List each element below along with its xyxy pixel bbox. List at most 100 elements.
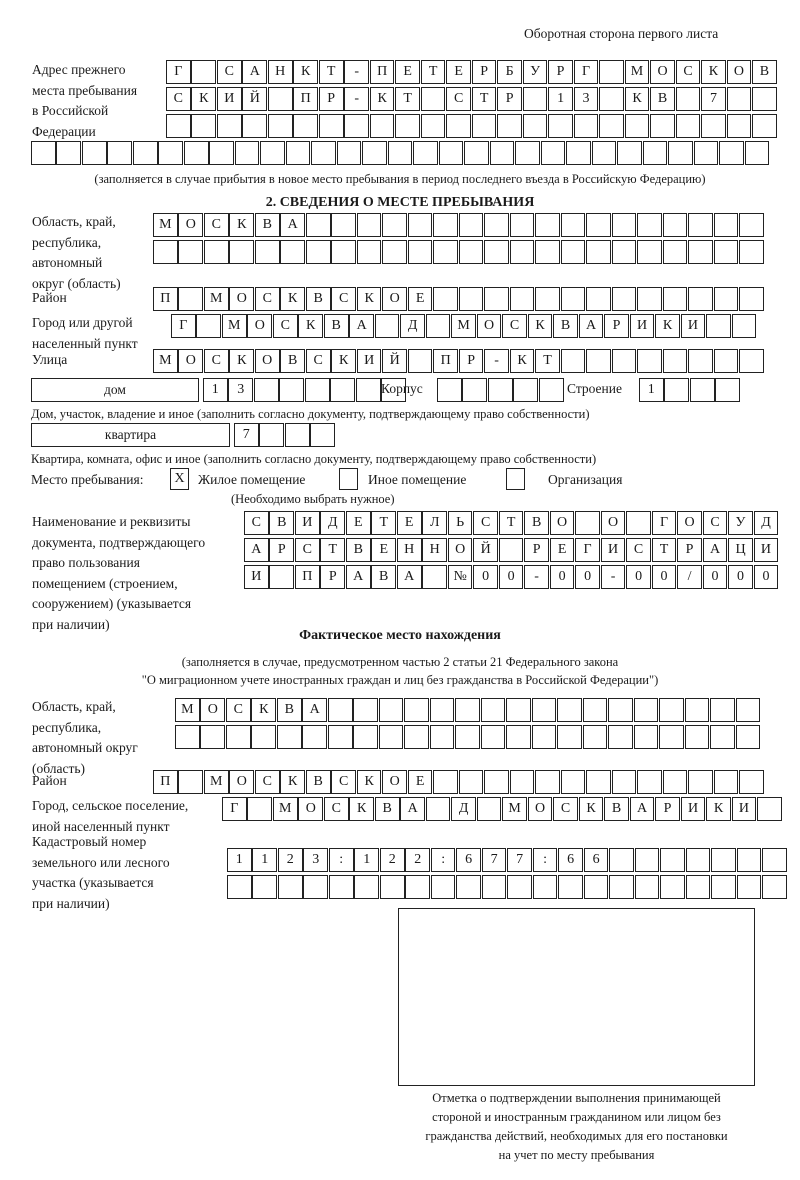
actual-city-cell[interactable]: Р [655, 797, 680, 821]
actual-region-cell[interactable] [302, 725, 328, 749]
actual-city-cell[interactable]: К [578, 797, 604, 821]
cadastral-cell[interactable] [583, 875, 609, 899]
prev-address-cell[interactable] [726, 87, 752, 111]
actual-region-cell[interactable] [608, 698, 633, 722]
prev-address-cell[interactable]: Е [395, 60, 420, 84]
document-details-cell[interactable]: О [549, 511, 575, 535]
prev-address-cell[interactable]: Т [395, 87, 420, 111]
prev-address-row-4[interactable] [31, 141, 770, 165]
cadastral-cell[interactable]: 6 [456, 848, 481, 872]
actual-region-cell[interactable]: О [200, 698, 226, 722]
stay-region-cell[interactable]: С [203, 213, 229, 237]
actual-region-cell[interactable]: М [175, 698, 200, 722]
stay-street-cell[interactable] [637, 349, 662, 373]
house-number-cell[interactable] [355, 378, 381, 402]
cadastral-cell[interactable]: 6 [583, 848, 609, 872]
stay-city-cell[interactable]: Р [604, 314, 629, 338]
stay-street-cell[interactable]: С [305, 349, 331, 373]
cadastral-row-2[interactable] [227, 875, 788, 899]
stroenie-cell[interactable] [689, 378, 715, 402]
stay-city-cell[interactable]: М [221, 314, 247, 338]
stay-street-cell[interactable]: К [509, 349, 535, 373]
actual-city-cell[interactable]: О [527, 797, 553, 821]
prev-address-cell[interactable] [318, 114, 344, 138]
prev-address-cell[interactable] [624, 114, 650, 138]
cadastral-cell[interactable] [379, 875, 405, 899]
actual-region-cell[interactable] [582, 725, 608, 749]
actual-district-cell[interactable]: О [382, 770, 407, 794]
prev-address-cell[interactable] [599, 87, 624, 111]
prev-address-cell[interactable]: - [344, 60, 369, 84]
actual-region-cell[interactable] [608, 725, 633, 749]
stay-region-row-2[interactable] [153, 240, 765, 264]
cadastral-cell[interactable] [634, 848, 660, 872]
actual-region-cell[interactable]: В [276, 698, 302, 722]
house-number-cell[interactable]: 1 [203, 378, 228, 402]
actual-region-cell[interactable] [684, 725, 710, 749]
prev-address-cell[interactable] [515, 141, 540, 165]
stay-district-cell[interactable]: Е [407, 287, 433, 311]
stay-region-cell[interactable] [331, 240, 356, 264]
prev-address-cell[interactable] [132, 141, 158, 165]
prev-address-cell[interactable]: О [650, 60, 675, 84]
stay-region-cell[interactable] [535, 213, 560, 237]
stay-street-cell[interactable] [688, 349, 713, 373]
cadastral-cell[interactable]: 2 [405, 848, 430, 872]
actual-district-cell[interactable]: О [229, 770, 255, 794]
stay-street-cell[interactable] [560, 349, 586, 373]
actual-district-cell[interactable]: Е [407, 770, 433, 794]
prev-address-cell[interactable] [234, 141, 260, 165]
actual-region-cell[interactable] [378, 725, 404, 749]
prev-address-cell[interactable] [668, 141, 693, 165]
document-details-cell[interactable]: Е [371, 538, 397, 562]
stay-region-cell[interactable] [586, 240, 611, 264]
stay-district-cell[interactable] [586, 287, 611, 311]
prev-address-cell[interactable] [548, 114, 573, 138]
prev-address-cell[interactable] [242, 114, 268, 138]
flat-cells[interactable]: 7 [234, 423, 336, 447]
prev-address-cell[interactable] [413, 141, 438, 165]
stay-city-cell[interactable] [196, 314, 222, 338]
stay-district-cell[interactable] [611, 287, 637, 311]
document-details-cell[interactable]: Д [320, 511, 346, 535]
actual-district-cell[interactable] [611, 770, 637, 794]
prev-address-cell[interactable] [81, 141, 107, 165]
stay-region-cell[interactable] [229, 240, 255, 264]
stay-city-cell[interactable]: А [349, 314, 374, 338]
actual-city-cell[interactable]: С [553, 797, 578, 821]
prev-address-cell[interactable]: 7 [701, 87, 726, 111]
cadastral-cell[interactable] [405, 875, 430, 899]
prev-address-cell[interactable] [471, 114, 497, 138]
prev-address-cell[interactable] [267, 114, 293, 138]
stay-street-cell[interactable] [407, 349, 433, 373]
prev-address-cell[interactable]: Т [420, 60, 446, 84]
actual-city-cell[interactable]: А [400, 797, 425, 821]
document-details-cell[interactable]: Н [422, 538, 447, 562]
stay-city-cell[interactable]: И [680, 314, 706, 338]
prev-address-cell[interactable] [464, 141, 489, 165]
stay-region-cell[interactable] [637, 240, 662, 264]
prev-address-cell[interactable] [617, 141, 642, 165]
cadastral-cell[interactable]: : [328, 848, 354, 872]
document-details-cell[interactable]: С [473, 511, 498, 535]
stay-region-cell[interactable]: А [280, 213, 306, 237]
actual-city-cell[interactable]: В [374, 797, 400, 821]
actual-region-cell[interactable] [659, 698, 684, 722]
stay-district-cell[interactable]: С [331, 287, 356, 311]
stay-street-cell[interactable]: К [229, 349, 255, 373]
stay-region-cell[interactable] [178, 240, 204, 264]
actual-region-cell[interactable] [531, 725, 557, 749]
prev-address-cell[interactable] [395, 114, 420, 138]
prev-address-cell[interactable] [107, 141, 133, 165]
document-details-cell[interactable]: Р [524, 538, 549, 562]
actual-region-cell[interactable] [429, 725, 455, 749]
prev-address-cell[interactable] [267, 87, 293, 111]
document-details-cell[interactable]: И [294, 511, 320, 535]
stay-region-cell[interactable] [458, 240, 484, 264]
actual-city-cell[interactable]: М [272, 797, 298, 821]
